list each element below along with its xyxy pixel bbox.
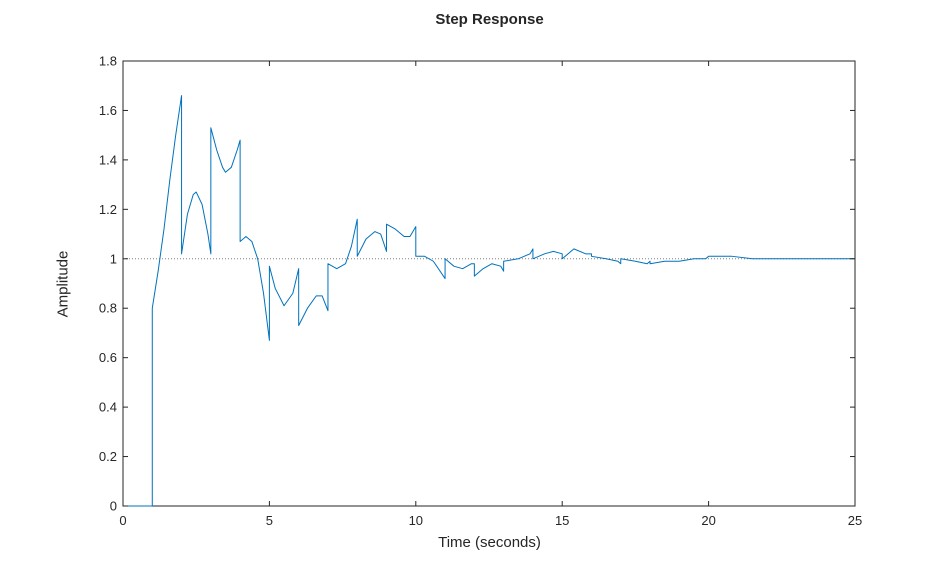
x-tick-label: 25 (848, 513, 862, 528)
x-axis-label: Time (seconds) (438, 534, 541, 551)
y-tick-label: 0.4 (99, 400, 117, 415)
y-tick-label: 1 (110, 251, 117, 266)
x-tick-label: 20 (701, 513, 715, 528)
x-tick-label: 0 (119, 513, 126, 528)
x-tick-label: 5 (266, 513, 273, 528)
chart-title: Step Response (435, 11, 544, 28)
x-tick-label: 10 (409, 513, 423, 528)
y-tick-label: 1.8 (99, 54, 117, 69)
x-tick-label: 15 (555, 513, 569, 528)
y-tick-label: 0.8 (99, 301, 117, 316)
axes-box (122, 60, 856, 507)
y-tick-label: 0 (110, 499, 117, 514)
y-tick-label: 1.4 (99, 152, 117, 167)
y-tick-label: 1.2 (99, 202, 117, 217)
y-axis-label: Amplitude (54, 250, 72, 318)
y-tick-label: 0.2 (99, 449, 117, 464)
y-tick-label: 0.6 (99, 350, 117, 365)
step-response-line (123, 95, 855, 507)
y-tick-label: 1.6 (99, 103, 117, 118)
